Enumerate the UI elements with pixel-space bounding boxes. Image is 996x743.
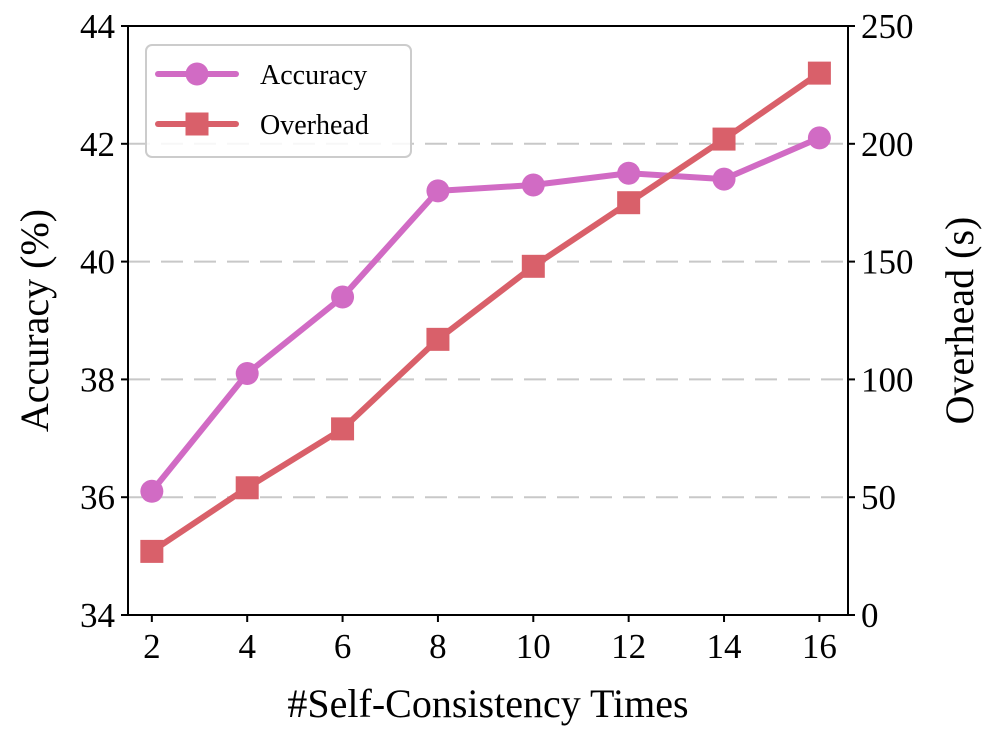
accuracy-point: [235, 362, 259, 386]
y-left-tick-label: 44: [80, 7, 115, 46]
overhead-line: [148, 70, 823, 555]
legend: Accuracy Overhead: [145, 44, 412, 158]
accuracy-point: [426, 179, 450, 203]
overhead-point: [235, 476, 259, 500]
legend-entry-overhead: Overhead: [155, 110, 369, 141]
overhead-point: [617, 191, 641, 215]
y-right-tick-label: 50: [861, 478, 896, 517]
overhead-point: [521, 254, 545, 278]
accuracy-point: [712, 167, 736, 191]
accuracy-series: [140, 126, 831, 503]
y-right-tick-label: 200: [861, 125, 914, 164]
x-tick-label: 16: [802, 627, 837, 666]
x-axis-title: #Self-Consistency Times: [287, 681, 688, 726]
y-left-tick-label: 34: [80, 596, 115, 635]
x-tick-label: 4: [238, 627, 256, 666]
y-right-tick-label: 150: [861, 243, 914, 282]
legend-label: Accuracy: [260, 60, 367, 91]
legend-entry-accuracy: Accuracy: [155, 60, 367, 91]
accuracy-line: [148, 134, 823, 495]
y-left-tick-label: 42: [80, 125, 115, 164]
x-tick-label: 2: [143, 627, 161, 666]
y-right-axis-title: Overhead (s): [937, 217, 982, 425]
overhead-point: [426, 327, 450, 351]
accuracy-point: [521, 173, 545, 197]
x-tick-label: 14: [707, 627, 742, 666]
overhead-point: [712, 127, 736, 151]
accuracy-point: [140, 479, 164, 503]
plot-frame: [127, 25, 849, 616]
overhead-point: [331, 417, 355, 441]
series-layer: [140, 61, 831, 563]
y-left-tick-label: 36: [80, 478, 115, 517]
x-tick-label: 6: [334, 627, 352, 666]
y-right-tick-label: 250: [861, 7, 914, 46]
y-left-axis-title: Accuracy (%): [12, 209, 57, 432]
accuracy-point: [807, 126, 831, 150]
overhead-series: [140, 61, 831, 563]
legend-swatch-marker: [185, 62, 209, 86]
x-tick-label: 8: [429, 627, 447, 666]
accuracy-point: [331, 285, 355, 309]
x-tick-label: 10: [516, 627, 551, 666]
legend-swatch-marker: [185, 112, 209, 136]
y-left-tick-label: 40: [80, 243, 115, 282]
y-right-tick-label: 100: [861, 360, 914, 399]
y-right-tick-label: 0: [861, 596, 879, 635]
axes: 2 4 6 8 10 12 14 16 34 36 38 40 42 44 0 50 100 150 200 250 #…: [12, 7, 982, 726]
grid-lines: [128, 142, 848, 499]
x-tick-label: 12: [611, 627, 646, 666]
overhead-point: [140, 539, 164, 563]
accuracy-point: [617, 161, 641, 185]
overhead-point: [807, 61, 831, 85]
y-left-tick-label: 38: [80, 360, 115, 399]
legend-label: Overhead: [260, 110, 369, 141]
